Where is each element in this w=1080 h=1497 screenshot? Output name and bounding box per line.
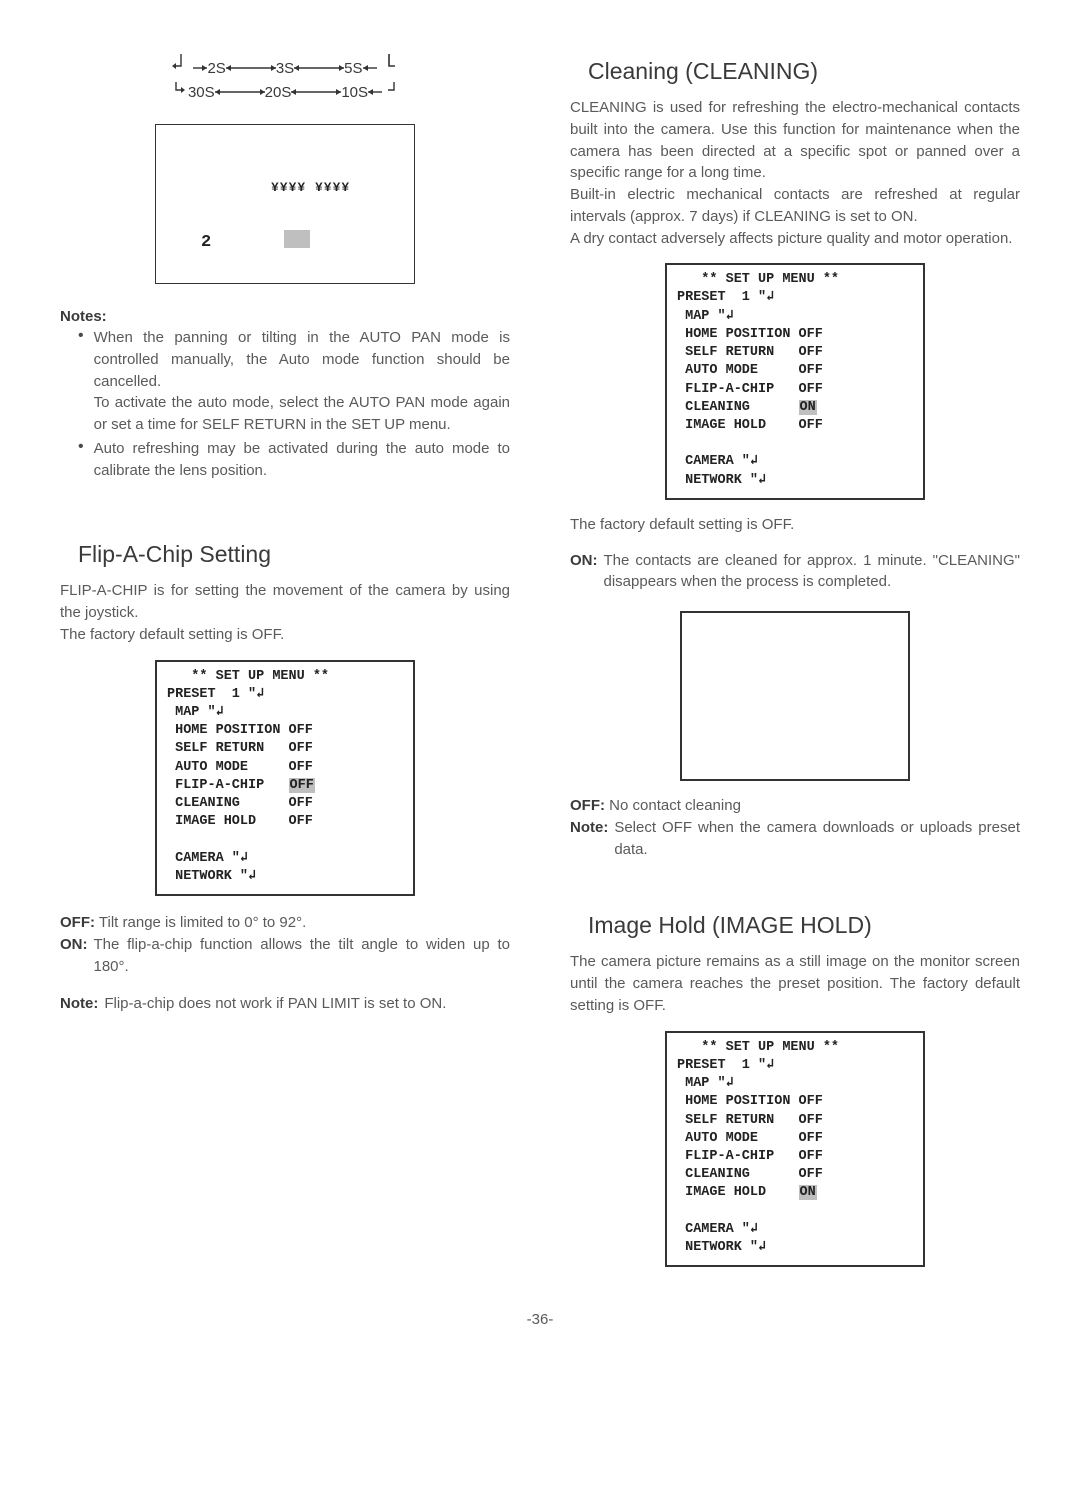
flip-on-text: The flip-a-chip function allows the tilt… — [94, 934, 511, 978]
flip-off-text: Tilt range is limited to 0° to 92°. — [99, 914, 306, 931]
clean-off-label: OFF: — [570, 797, 605, 814]
clean-note-text: Select OFF when the camera downloads or … — [614, 817, 1020, 861]
flip-heading: Flip-A-Chip Setting — [78, 541, 510, 568]
flip-note-text: Flip-a-chip does not work if PAN LIMIT i… — [104, 993, 446, 1015]
clean-off-text: No contact cleaning — [609, 797, 741, 814]
note-2: Auto refreshing may be activated during … — [94, 438, 510, 482]
flip-off-label: OFF: — [60, 914, 95, 931]
box-number-2: 2 — [201, 233, 211, 252]
notes-label: Notes: — [60, 308, 510, 325]
bullet-icon: • — [78, 327, 84, 436]
bullet-icon: • — [78, 438, 84, 482]
setup-menu-flip: ** SET UP MENU ** PRESET 1 "↲ MAP "↲ HOM… — [155, 660, 415, 897]
t-10s: 10S — [341, 84, 368, 101]
clean-default: The factory default setting is OFF. — [570, 514, 1020, 536]
clean-p1: CLEANING is used for refreshing the elec… — [570, 97, 1020, 184]
grey-square — [284, 230, 310, 248]
page-number: -36- — [60, 1311, 1020, 1328]
setup-menu-cleaning: ** SET UP MENU ** PRESET 1 "↲ MAP "↲ HOM… — [665, 263, 925, 500]
clean-on-label: ON: — [570, 550, 598, 594]
note-1b: To activate the auto mode, select the AU… — [94, 392, 510, 436]
t-30s: 30S — [188, 84, 215, 101]
preview-box-2: ¥¥¥¥ ¥¥¥¥ 2 — [155, 124, 415, 284]
hold-body: The camera picture remains as a still im… — [570, 951, 1020, 1016]
note-1a: When the panning or tilting in the AUTO … — [94, 327, 510, 392]
flip-on-label: ON: — [60, 934, 88, 978]
yen-text: ¥¥¥¥ ¥¥¥¥ — [271, 180, 350, 195]
blank-preview-box — [680, 611, 910, 781]
setup-menu-hold: ** SET UP MENU ** PRESET 1 "↲ MAP "↲ HOM… — [665, 1031, 925, 1268]
flip-note-label: Note: — [60, 993, 98, 1015]
t-2s: 2S — [207, 60, 225, 77]
t-3s: 3S — [276, 60, 294, 77]
t-5s: 5S — [344, 60, 362, 77]
cleaning-heading: Cleaning (CLEANING) — [588, 58, 1020, 85]
clean-p2: Built-in electric mechanical contacts ar… — [570, 184, 1020, 228]
hold-heading: Image Hold (IMAGE HOLD) — [588, 912, 1020, 939]
timing-diagram: 2S 3S 5S 30S 20S 10S — [125, 52, 445, 102]
clean-on-text: The contacts are cleaned for approx. 1 m… — [604, 550, 1021, 594]
clean-note-label: Note: — [570, 817, 608, 861]
clean-p3: A dry contact adversely affects picture … — [570, 228, 1020, 250]
flip-body-2: The factory default setting is OFF. — [60, 624, 510, 646]
t-20s: 20S — [265, 84, 292, 101]
flip-body-1: FLIP-A-CHIP is for setting the movement … — [60, 580, 510, 624]
